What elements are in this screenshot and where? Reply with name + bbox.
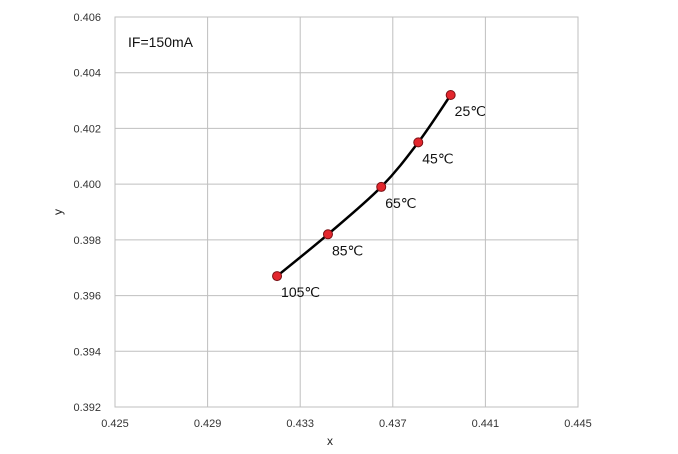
data-point-label: 85℃ xyxy=(332,242,363,258)
x-tick-label: 0.433 xyxy=(286,418,314,430)
data-point-label: 25℃ xyxy=(455,103,486,119)
y-tick-label: 0.396 xyxy=(73,291,101,303)
y-axis-label: y xyxy=(51,209,65,215)
y-tick-label: 0.394 xyxy=(73,346,101,358)
data-point-label: 65℃ xyxy=(385,195,416,211)
data-markers xyxy=(272,90,456,282)
y-axis-ticks: 0.392 0.394 0.396 0.398 0.400 0.402 0.404 0.406 xyxy=(73,12,101,414)
y-tick-label: 0.402 xyxy=(73,123,101,135)
annotation-text: IF=150mA xyxy=(128,34,194,50)
y-tick-label: 0.398 xyxy=(73,235,101,247)
x-tick-label: 0.429 xyxy=(194,418,222,430)
x-tick-label: 0.437 xyxy=(379,418,407,430)
x-axis-label: x xyxy=(327,434,333,448)
data-point-label: 45℃ xyxy=(422,150,453,166)
x-axis-ticks: 0.425 0.429 0.433 0.437 0.441 0.445 xyxy=(101,418,592,430)
data-point xyxy=(445,90,456,100)
grid xyxy=(114,16,579,408)
y-tick-label: 0.392 xyxy=(73,402,101,414)
x-tick-label: 0.441 xyxy=(472,418,500,430)
x-tick-label: 0.445 xyxy=(564,418,592,430)
data-point xyxy=(322,229,333,240)
plot-area-border xyxy=(114,16,579,408)
series-line xyxy=(275,93,452,278)
x-tick-label: 0.425 xyxy=(101,418,129,430)
y-tick-label: 0.406 xyxy=(73,12,101,24)
point-labels: 105℃ 85℃ 65℃ 45℃ 25℃ xyxy=(281,103,486,300)
data-point xyxy=(413,137,424,148)
data-point-label: 105℃ xyxy=(281,284,320,300)
data-point xyxy=(376,181,387,192)
data-point xyxy=(272,271,283,282)
y-tick-label: 0.400 xyxy=(73,179,101,191)
y-tick-label: 0.404 xyxy=(73,68,101,80)
